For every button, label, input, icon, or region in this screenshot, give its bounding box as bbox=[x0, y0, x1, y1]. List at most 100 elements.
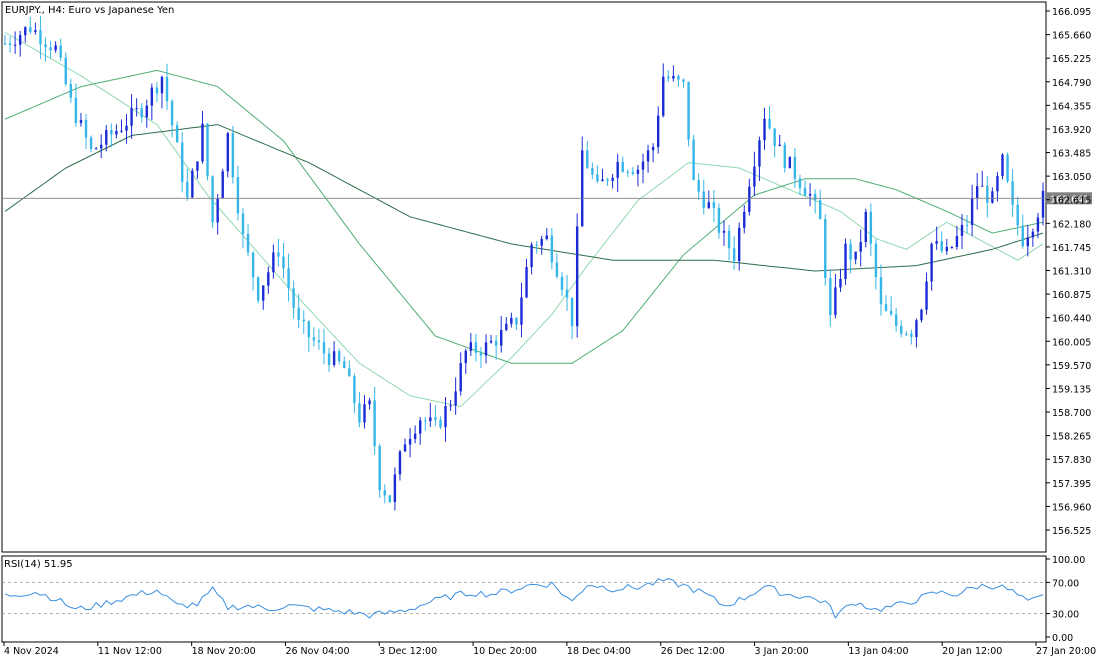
candle-body bbox=[889, 310, 893, 315]
candle-body bbox=[348, 368, 351, 377]
candle-body bbox=[434, 417, 437, 420]
candle-body bbox=[100, 144, 103, 149]
rsi-tick-label: 100.00 bbox=[1052, 555, 1085, 566]
time-tick-label: 18 Nov 20:00 bbox=[192, 646, 256, 657]
candle bbox=[105, 125, 108, 152]
candle-body bbox=[540, 238, 543, 246]
candle-body bbox=[525, 267, 528, 298]
candle bbox=[722, 220, 726, 246]
candle bbox=[18, 30, 22, 57]
candle bbox=[353, 373, 356, 414]
price-tick-label: 156.960 bbox=[1052, 502, 1091, 513]
candle-body bbox=[429, 417, 432, 422]
candle bbox=[905, 331, 908, 337]
candle bbox=[479, 346, 483, 369]
candle-body bbox=[758, 140, 761, 167]
candle bbox=[444, 397, 447, 442]
candle-body bbox=[737, 227, 741, 262]
candle bbox=[677, 74, 680, 87]
candle bbox=[702, 179, 705, 215]
candle bbox=[748, 178, 751, 216]
candle-body bbox=[748, 186, 751, 212]
time-tick-label: 13 Jan 04:00 bbox=[848, 646, 908, 657]
candle-body bbox=[884, 304, 888, 311]
candle bbox=[940, 231, 943, 254]
candle-body bbox=[793, 156, 797, 179]
candle bbox=[464, 348, 467, 374]
candle-body bbox=[44, 44, 47, 48]
candle bbox=[64, 52, 67, 87]
candle bbox=[322, 328, 326, 365]
candle bbox=[743, 205, 746, 234]
candle bbox=[874, 239, 878, 290]
candle bbox=[115, 124, 118, 139]
candle bbox=[788, 156, 792, 169]
candle-body bbox=[175, 125, 179, 143]
price-tick-label: 159.135 bbox=[1052, 384, 1091, 395]
candle-body bbox=[636, 169, 640, 174]
candle bbox=[996, 171, 999, 202]
candle-body bbox=[251, 252, 255, 278]
candle-body bbox=[343, 361, 346, 369]
candle-body bbox=[869, 211, 873, 244]
candle-body bbox=[1041, 190, 1045, 218]
candle bbox=[494, 335, 498, 360]
candle-body bbox=[1026, 237, 1030, 247]
candle bbox=[368, 397, 371, 410]
price-tick-label: 163.920 bbox=[1052, 125, 1091, 136]
candle-body bbox=[378, 446, 381, 491]
candle-body bbox=[231, 133, 235, 178]
candle-body bbox=[74, 97, 78, 124]
candle bbox=[135, 98, 138, 117]
candle bbox=[165, 63, 169, 110]
candle-body bbox=[110, 130, 113, 135]
candle-body bbox=[773, 128, 776, 147]
candle-body bbox=[535, 244, 538, 246]
candle-body bbox=[444, 405, 447, 428]
candle bbox=[986, 176, 989, 218]
candle bbox=[520, 282, 523, 338]
price-tick-label: 164.790 bbox=[1052, 78, 1091, 89]
candle-body bbox=[834, 287, 837, 315]
candle bbox=[1021, 214, 1024, 249]
candle-body bbox=[555, 262, 559, 277]
candle-body bbox=[211, 176, 214, 223]
candle bbox=[778, 134, 781, 147]
candle bbox=[692, 134, 695, 181]
candle bbox=[282, 242, 285, 279]
candle bbox=[646, 144, 650, 173]
candle bbox=[510, 312, 513, 328]
candle bbox=[216, 193, 219, 235]
candle bbox=[636, 164, 640, 187]
candle bbox=[170, 99, 174, 138]
candle bbox=[226, 131, 229, 178]
candle-body bbox=[651, 146, 655, 151]
candle bbox=[1036, 212, 1040, 239]
candle-body bbox=[307, 321, 311, 338]
candle-body bbox=[8, 43, 12, 45]
candle-body bbox=[510, 317, 513, 324]
candle-body bbox=[206, 123, 209, 177]
candle bbox=[307, 320, 311, 353]
candle bbox=[707, 190, 711, 210]
candle-body bbox=[915, 320, 918, 338]
candle bbox=[267, 266, 270, 294]
candle-body bbox=[500, 329, 503, 346]
candle bbox=[403, 438, 407, 452]
candle-body bbox=[591, 167, 594, 175]
candle bbox=[737, 222, 741, 271]
candle-body bbox=[894, 314, 898, 326]
candle-body bbox=[803, 187, 807, 196]
candle bbox=[100, 134, 103, 159]
time-tick-label: 20 Jan 12:00 bbox=[942, 646, 1002, 657]
candle bbox=[945, 238, 948, 255]
candle bbox=[839, 268, 842, 292]
candle-body bbox=[930, 243, 933, 282]
candle bbox=[641, 153, 645, 184]
candle-body bbox=[707, 202, 711, 208]
candle-body bbox=[839, 279, 842, 288]
candle-body bbox=[419, 420, 422, 434]
candle bbox=[763, 107, 766, 150]
